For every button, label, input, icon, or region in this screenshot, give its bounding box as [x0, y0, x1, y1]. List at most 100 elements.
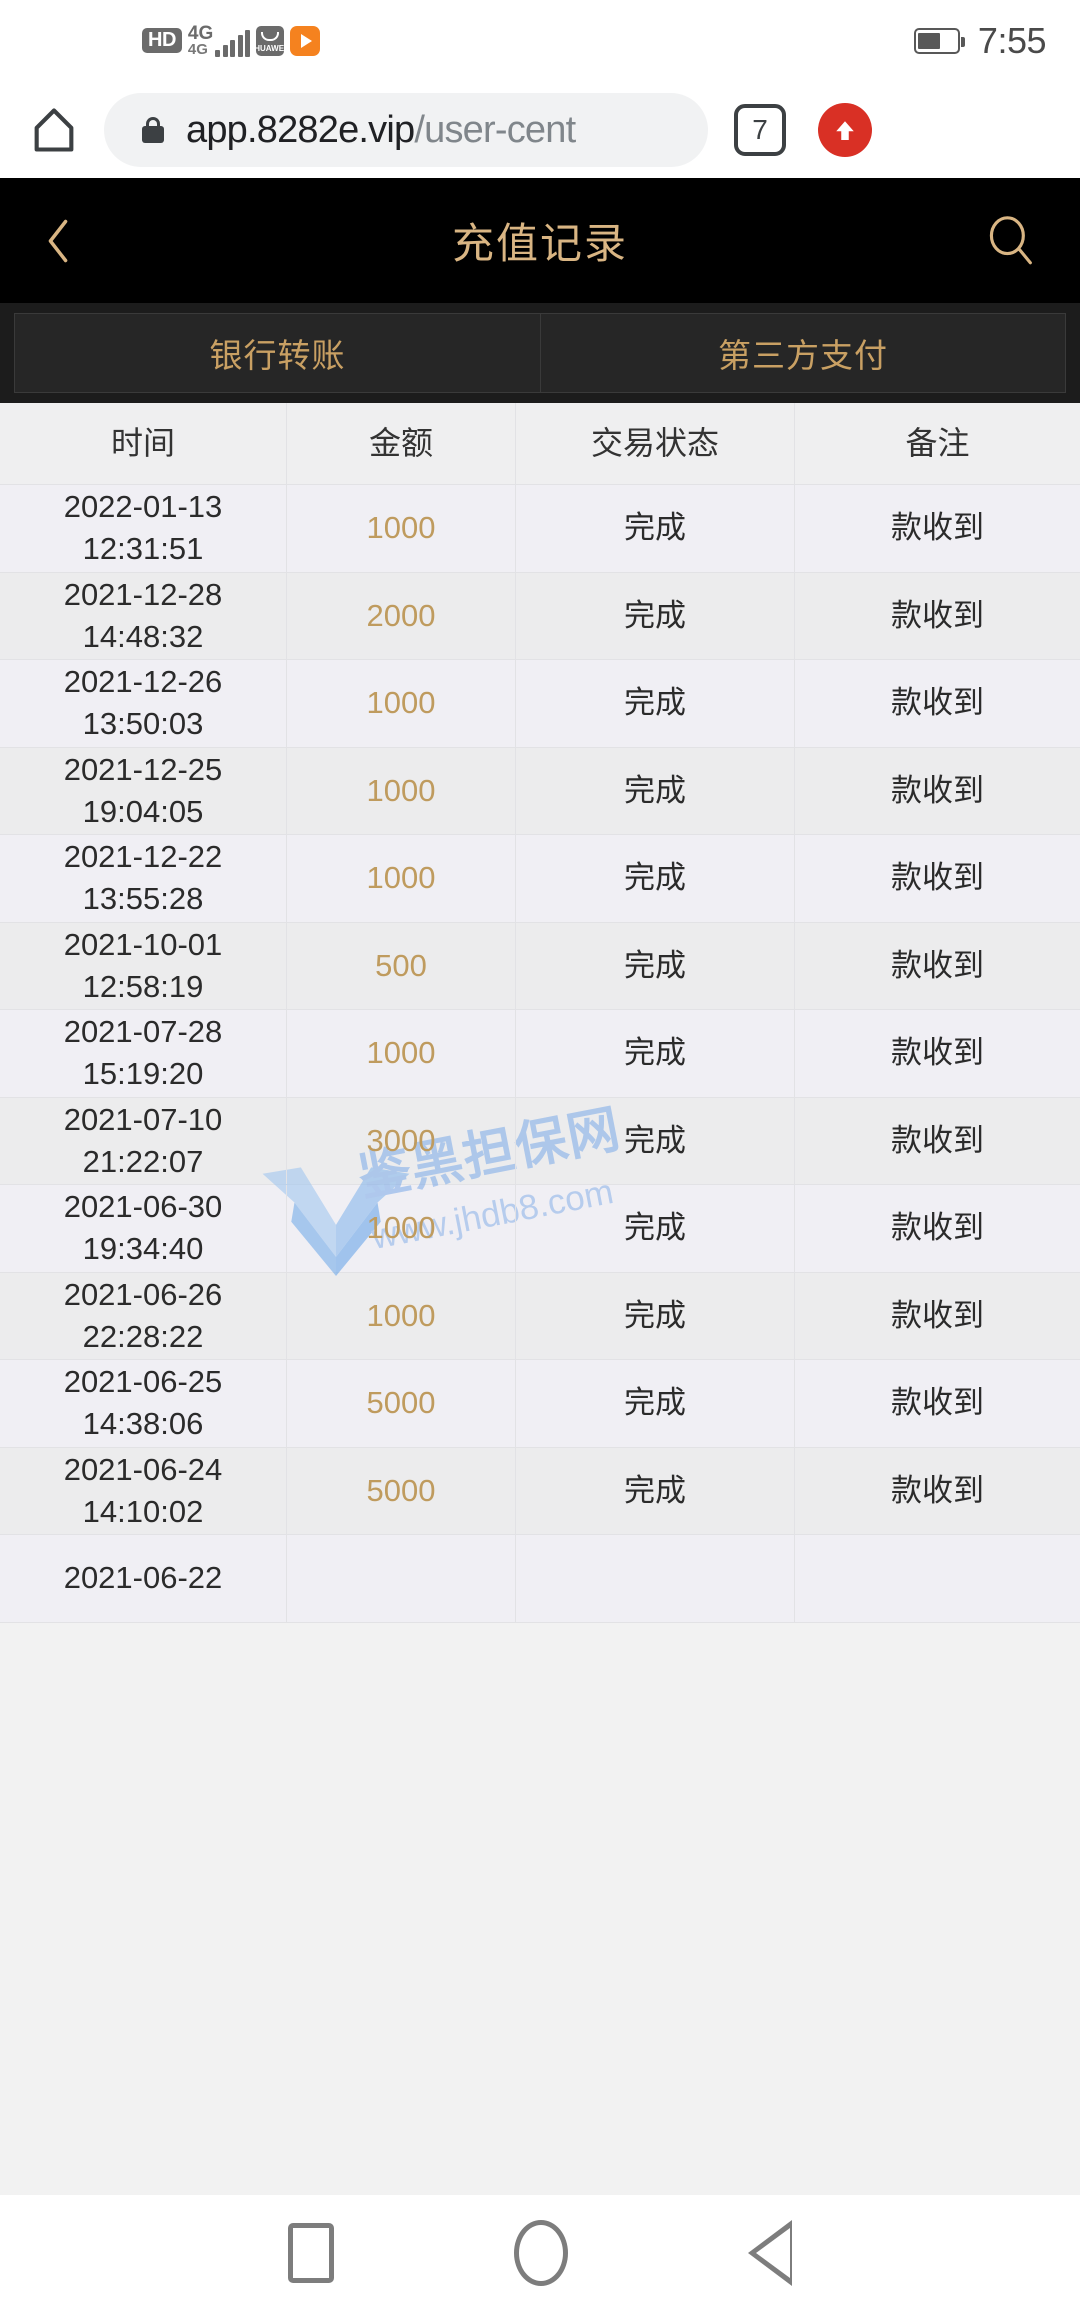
- payment-method-tabs: 银行转账 第三方支付: [0, 303, 1080, 403]
- signal-bars-icon: [215, 30, 251, 58]
- status-clock: 7:55: [977, 20, 1047, 61]
- cell-status: 完成: [516, 835, 795, 922]
- table-row[interactable]: 2022-01-13 12:31:51 1000 完成 款收到: [0, 485, 1080, 573]
- cell-time: 2021-12-28 14:48:32: [0, 572, 287, 659]
- cell-remark: 款收到: [891, 1385, 984, 1421]
- cell-clock: 14:10:02: [82, 1493, 204, 1529]
- table-row[interactable]: 2021-06-22: [0, 1535, 1080, 1623]
- column-header-time: 时间: [0, 403, 287, 484]
- cell-date: 2021-12-28: [63, 576, 223, 612]
- cell-amount: 1000: [287, 660, 516, 747]
- upload-arrow-icon[interactable]: [818, 103, 872, 157]
- table-row[interactable]: 2021-10-01 12:58:19 500 完成 款收到: [0, 922, 1080, 1010]
- lock-icon: [142, 117, 164, 143]
- network-subtype-label: 4G: [187, 40, 208, 58]
- cell-status: 完成: [516, 1010, 795, 1097]
- cell-date: 2021-12-26: [63, 664, 223, 700]
- cell-time: 2021-06-25 14:38:06: [0, 1360, 287, 1447]
- back-chevron-icon[interactable]: [28, 211, 88, 271]
- cell-remark: 款收到: [891, 1297, 984, 1333]
- table-row[interactable]: 2021-12-22 13:55:28 1000 完成 款收到: [0, 835, 1080, 923]
- cell-status: 完成: [516, 660, 795, 747]
- cell-amount: 1000: [287, 1010, 516, 1097]
- search-icon[interactable]: [980, 210, 1042, 272]
- network-type-label: 4G: [187, 22, 214, 44]
- cell-status: 完成: [516, 485, 795, 572]
- signal-strength-icon: 4G 4G: [187, 22, 251, 58]
- cell-remark: 款收到: [891, 685, 984, 721]
- cell-amount: 1000: [287, 1272, 516, 1359]
- home-icon[interactable]: [26, 102, 82, 158]
- url-text: app.8282e.vip/user-cent: [186, 108, 576, 152]
- cell-clock: 14:38:06: [82, 1406, 204, 1442]
- cell-amount: 3000: [287, 1097, 516, 1184]
- table-row[interactable]: 2021-06-26 22:28:22 1000 完成 款收到: [0, 1272, 1080, 1360]
- home-circle-icon[interactable]: [514, 2219, 568, 2286]
- tab-third-party-payment[interactable]: 第三方支付: [540, 313, 1066, 393]
- cell-date: 2021-06-24: [63, 1451, 223, 1487]
- cell-amount: [287, 1535, 516, 1622]
- cell-status: 完成: [516, 572, 795, 659]
- huawei-icon: HUAWEI: [254, 25, 286, 56]
- cell-remark: 款收到: [891, 772, 984, 808]
- cell-remark: 款收到: [891, 510, 984, 546]
- cell-status: 完成: [516, 1447, 795, 1534]
- table-row[interactable]: 2021-06-30 19:34:40 1000 完成 款收到: [0, 1185, 1080, 1273]
- table-row[interactable]: 2021-12-25 19:04:05 1000 完成 款收到: [0, 747, 1080, 835]
- cell-status: 完成: [516, 922, 795, 1009]
- table-row[interactable]: 2021-07-10 21:22:07 3000 完成 款收到: [0, 1097, 1080, 1185]
- cell-clock: 22:28:22: [82, 1318, 204, 1354]
- cell-date: 2021-10-01: [63, 926, 223, 962]
- cell-clock: 12:58:19: [82, 968, 204, 1004]
- table-row[interactable]: 2021-06-25 14:38:06 5000 完成 款收到: [0, 1360, 1080, 1448]
- cell-time: 2021-12-26 13:50:03: [0, 660, 287, 747]
- cell-clock: 14:48:32: [82, 618, 204, 654]
- cell-time: 2021-10-01 12:58:19: [0, 922, 287, 1009]
- cell-date: 2021-12-22: [63, 839, 223, 875]
- status-bar: HD 4G 4G HUAWEI 7:55: [0, 0, 1080, 82]
- cell-amount: 1000: [287, 1185, 516, 1272]
- cell-remark: 款收到: [891, 1472, 984, 1508]
- cell-amount: 5000: [287, 1447, 516, 1534]
- cell-clock: 13:50:03: [82, 706, 204, 742]
- cell-time: 2021-06-26 22:28:22: [0, 1272, 287, 1359]
- cell-amount: 1000: [287, 485, 516, 572]
- back-triangle-icon[interactable]: [748, 2219, 792, 2286]
- cell-remark: [795, 1535, 1080, 1622]
- cell-clock: 13:55:28: [82, 881, 204, 917]
- hd-icon: HD: [142, 28, 182, 54]
- table-row[interactable]: 2021-12-28 14:48:32 2000 完成 款收到: [0, 572, 1080, 660]
- cell-date: 2021-06-25: [63, 1364, 223, 1400]
- table-header-row: 时间 金额 交易状态 备注: [0, 403, 1080, 485]
- column-header-remark: 备注: [905, 424, 970, 461]
- table-row[interactable]: 2021-12-26 13:50:03 1000 完成 款收到: [0, 660, 1080, 748]
- cell-remark: 款收到: [891, 1035, 984, 1071]
- cell-status: 完成: [516, 1360, 795, 1447]
- media-player-icon: [290, 25, 321, 56]
- table-row[interactable]: 2021-07-28 15:19:20 1000 完成 款收到: [0, 1010, 1080, 1098]
- cell-clock: 19:34:40: [82, 1231, 204, 1267]
- cell-date: 2021-12-25: [63, 751, 223, 787]
- tab-count-button[interactable]: 7: [734, 104, 786, 156]
- cell-amount: 1000: [287, 835, 516, 922]
- cell-status: [516, 1535, 795, 1622]
- recharge-records-table[interactable]: 鉴黑担保网 www.jhdb8.com 时间 金额 交易状态 备注 2022-0…: [0, 403, 1080, 2195]
- cell-amount: 5000: [287, 1360, 516, 1447]
- tab-bank-transfer[interactable]: 银行转账: [14, 313, 540, 393]
- cell-amount: 2000: [287, 572, 516, 659]
- cell-clock: 12:31:51: [82, 531, 204, 567]
- cell-remark: 款收到: [891, 860, 984, 896]
- cell-remark: 款收到: [891, 1210, 984, 1246]
- recent-apps-icon[interactable]: [288, 2222, 334, 2283]
- cell-amount: 500: [287, 922, 516, 1009]
- address-bar[interactable]: app.8282e.vip/user-cent: [104, 93, 708, 167]
- url-path: /user-cent: [414, 108, 576, 151]
- cell-date: 2021-06-26: [63, 1276, 223, 1312]
- cell-time: 2022-01-13 12:31:51: [0, 485, 287, 572]
- table-row[interactable]: 2021-06-24 14:10:02 5000 完成 款收到: [0, 1447, 1080, 1535]
- browser-toolbar: app.8282e.vip/user-cent 7: [0, 82, 1080, 178]
- cell-clock: 21:22:07: [82, 1143, 204, 1179]
- cell-date: 2021-06-22: [63, 1560, 223, 1596]
- table-rows-container: 2022-01-13 12:31:51 1000 完成 款收到 2021-12-28 14:…: [0, 485, 1080, 1623]
